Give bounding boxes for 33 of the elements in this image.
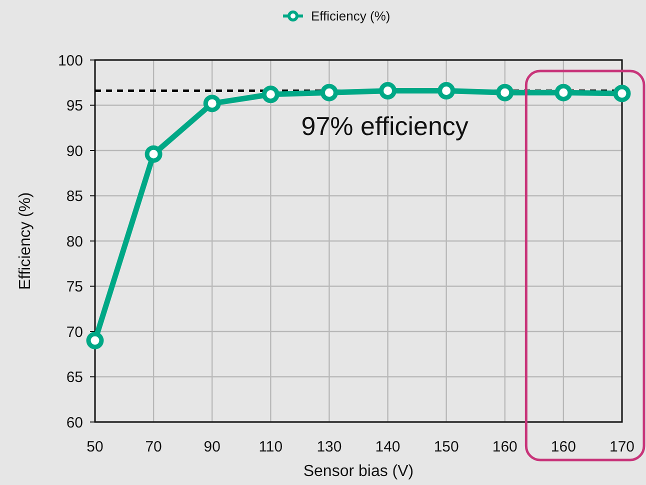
y-tick-label: 85 [66,188,83,205]
y-tick-label: 100 [58,52,83,70]
y-tick-label: 95 [66,98,83,114]
x-tick-label: 160 [492,438,518,456]
x-tick-label: 130 [316,438,342,456]
legend-label: Efficiency (%) [311,8,390,24]
point [438,82,456,100]
point [262,86,280,104]
point [496,84,514,102]
x-axis-title: Sensor bias (V) [303,463,414,480]
y-axis-title: Efficiency (%) [17,192,34,290]
point [86,332,104,350]
x-tick-label: 140 [375,438,400,456]
x-tick-label: 170 [609,438,635,456]
point [379,82,397,100]
point [320,84,338,102]
x-tick-label: 110 [258,438,283,456]
x-tick-label: 160 [550,438,576,456]
x-tick-label: 70 [145,438,162,456]
y-tick-label: 75 [66,278,83,296]
y-tick-label: 65 [66,369,83,386]
point [613,84,631,102]
x-tick-label: 150 [434,438,459,456]
point [554,84,572,102]
ref-line-label: 97% efficiency [301,110,468,141]
x-tick-label: 90 [204,438,220,456]
point [144,145,162,163]
y-tick-label: 60 [66,414,83,432]
y-tick-label: 80 [66,233,83,250]
y-tick-label: 70 [66,324,83,341]
point [203,94,221,112]
y-tick-label: 90 [66,142,83,160]
x-tick-label: 50 [86,438,104,456]
